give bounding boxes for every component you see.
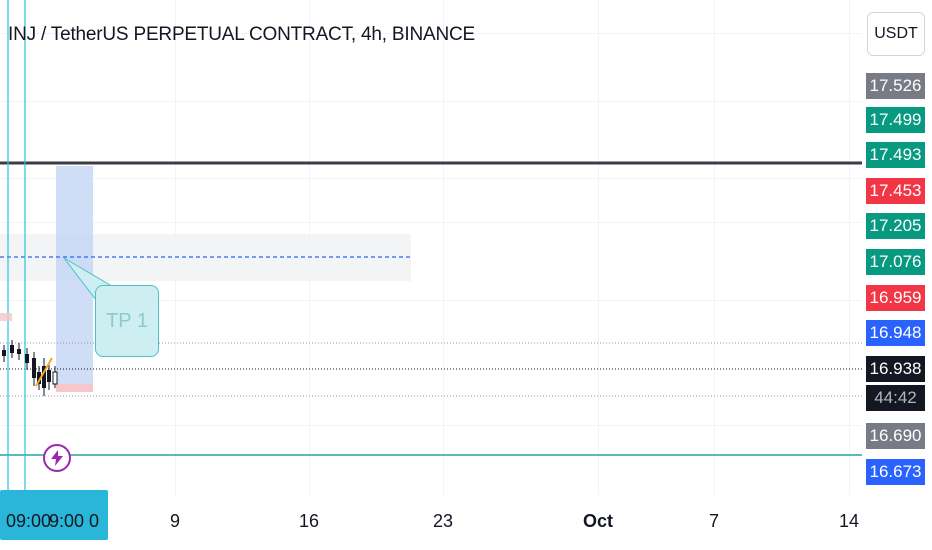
time-tick: 9:00 [49,511,85,531]
time-tick: 14 [838,511,860,531]
currency-button[interactable]: USDT [867,12,925,56]
price-label: 17.205 [866,213,925,239]
time-tick: 0 [89,511,100,531]
time-tick: 9 [169,511,181,531]
time-tick: 09:00 [6,511,52,531]
grid-line [443,0,444,495]
grid-line [714,0,715,495]
grid-line [598,0,599,495]
candles [2,340,58,396]
time-axis[interactable] [0,495,862,550]
marker [0,313,12,321]
price-label: 16.673 [866,459,925,485]
grid-line [849,0,850,495]
grid-line [0,33,862,34]
price-label: 17.453 [866,178,925,204]
tp-callout[interactable]: TP 1 [95,285,159,357]
price-label: 17.526 [866,73,925,99]
price-label: 17.076 [866,249,925,275]
bar-countdown: 44:42 [866,385,925,411]
time-tick: 16 [298,511,320,531]
price-label: 17.499 [866,107,925,133]
stop-zone [56,384,93,392]
grid-line [0,178,862,179]
price-label: 16.690 [866,423,925,449]
price-label: 16.948 [866,320,925,346]
price-label: 17.493 [866,142,925,168]
grid-line [0,222,862,223]
time-tick: Oct [582,511,614,531]
chart-canvas[interactable] [0,0,862,495]
grid-line [0,300,862,301]
lightning-bolt-icon[interactable] [43,444,71,472]
chart-title: INJ / TetherUS PERPETUAL CONTRACT, 4h, B… [8,24,475,45]
time-axis-highlight [0,490,108,540]
current-price-label: 16.938 [866,356,925,382]
time-tick: 23 [432,511,454,531]
grid-line [0,101,862,102]
time-tick: 7 [708,511,720,531]
price-label: 16.959 [866,285,925,311]
grid-line [0,425,862,426]
